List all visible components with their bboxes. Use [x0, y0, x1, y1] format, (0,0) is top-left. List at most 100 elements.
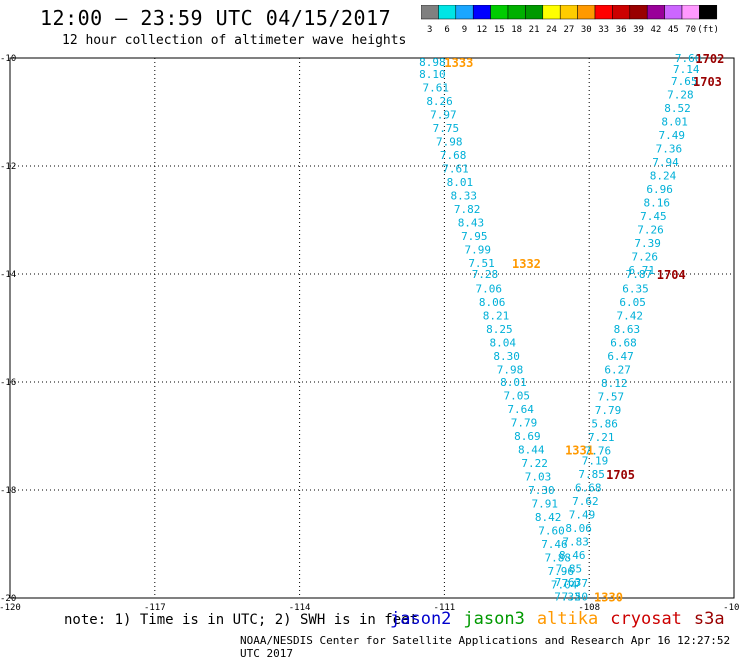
swh-value-label: 7.26 — [631, 251, 658, 264]
swh-value-label: 7.61 — [422, 82, 449, 95]
y-tick-label: -10 — [0, 54, 16, 64]
swh-value-label: 7.64 — [507, 403, 534, 416]
swh-value-label: 7.60 — [675, 52, 702, 65]
swh-value-label: 6.68 — [575, 481, 602, 494]
swh-value-label: 7.85 — [578, 468, 605, 481]
swh-value-label: 8.52 — [664, 102, 691, 115]
colorbar-label: 24 — [546, 25, 557, 35]
swh-value-label: 6.27 — [604, 364, 631, 377]
satellite-legend-jason3: jason3 — [463, 609, 525, 629]
credit-line: NOAA/NESDIS Center for Satellite Applica… — [240, 634, 731, 660]
swh-value-label: 7.30 — [528, 484, 555, 497]
swh-value-label: 7.39 — [634, 237, 661, 250]
swh-value-label: 7.97 — [430, 109, 457, 122]
swh-value-label: 8.21 — [483, 310, 510, 323]
swh-value-label: 7.21 — [588, 431, 615, 444]
swh-value-label: 7.14 — [673, 63, 700, 76]
satellite-legend-jason2: jason2 — [390, 609, 452, 629]
y-tick-label: -14 — [0, 270, 16, 280]
swh-value-label: 8.63 — [614, 323, 641, 336]
swh-value-label: 7.50 — [561, 590, 588, 603]
swh-value-label: 7.82 — [454, 203, 481, 216]
colorbar-label: 33 — [598, 25, 609, 35]
swh-value-label: 7.57 — [598, 391, 625, 404]
satellite-legend-cryosat: cryosat — [610, 609, 682, 629]
satellite-legend-s3a: s3a — [693, 609, 725, 629]
units-note: note: 1) Time is in UTC; 2) SWH is in fe… — [64, 612, 419, 628]
swh-value-label: 8.06 — [479, 296, 506, 309]
swh-value-label: 8.06 — [565, 522, 592, 535]
swh-value-label: 8.12 — [601, 377, 628, 390]
colorbar-label: 45 — [668, 25, 679, 35]
swh-value-label: 7.32 — [554, 590, 581, 603]
swh-value-label: 6.35 — [622, 283, 649, 296]
swh-value-label: 6.47 — [607, 350, 634, 363]
swh-value-label: 7.49 — [658, 129, 685, 142]
swh-value-label: 5.86 — [591, 418, 618, 431]
colorbar-label: (ft) — [697, 25, 719, 35]
y-tick-label: -20 — [0, 594, 16, 604]
swh-value-label: 7.28 — [667, 89, 694, 102]
colorbar-label: 70 — [685, 25, 696, 35]
swh-value-label: 8.46 — [559, 549, 586, 562]
swh-value-label: 7.94 — [652, 156, 679, 169]
x-tick-label: -111 — [434, 603, 456, 613]
time-label: 1330 — [594, 590, 623, 604]
colorbar-label: 18 — [511, 25, 522, 35]
x-tick-label: -108 — [578, 603, 600, 613]
colorbar-label: 12 — [476, 25, 487, 35]
swh-value-label: 8.01 — [447, 176, 474, 189]
color-scale-legend: 3 6 9 12 15 18 21 24 27 30 33 36 39 42 45 70 (ft) — [421, 5, 719, 35]
swh-value-label: 8.16 — [644, 197, 671, 210]
satellite-legend: jason2 jason3 altika cryosat s3a — [390, 609, 737, 629]
colorbar-label: 21 — [529, 25, 540, 35]
swh-value-label: 8.43 — [458, 217, 485, 230]
swh-value-label: 7.79 — [595, 404, 622, 417]
swh-value-label: 8.44 — [518, 444, 545, 457]
swh-value-label: 7.19 — [582, 454, 609, 467]
swh-value-label: 8.10 — [419, 68, 446, 81]
swh-value-label: 7.91 — [532, 498, 559, 511]
swh-value-label: 7.83 — [562, 535, 589, 548]
swh-value-label: 7.65 — [671, 75, 698, 88]
swh-value-label: 7.03 — [525, 471, 552, 484]
colorbar-swatch — [699, 5, 718, 20]
time-label: 1333 — [444, 56, 473, 70]
swh-value-label: 8.69 — [514, 430, 541, 443]
swh-value-label: 8.01 — [661, 116, 688, 129]
time-label: 1702 — [695, 52, 724, 66]
colorbar-label: 9 — [462, 25, 467, 35]
swh-value-label: 7.76 — [585, 445, 612, 458]
swh-value-label: 7.85 — [556, 562, 583, 575]
x-tick-label: -114 — [289, 603, 311, 613]
satellite-legend-altika: altika — [536, 609, 599, 629]
swh-value-label: 6.05 — [619, 296, 646, 309]
swh-value-label: 7.95 — [461, 230, 488, 243]
swh-value-label: 7.98 — [497, 364, 524, 377]
swh-value-label: 8.24 — [650, 170, 677, 183]
swh-value-label: 7.75 — [433, 122, 460, 135]
swh-value-label: 7.05 — [504, 390, 531, 403]
x-tick-label: -117 — [144, 603, 166, 613]
swh-value-label: 7.79 — [511, 417, 538, 430]
time-label: 1703 — [693, 75, 722, 89]
x-tick-label: -120 — [0, 603, 21, 613]
colorbar-label: 3 — [427, 25, 432, 35]
swh-value-label: 8.30 — [493, 350, 520, 363]
colorbar-label: 39 — [633, 25, 644, 35]
swh-value-label: 8.01 — [500, 376, 527, 389]
swh-value-label: 7.22 — [521, 457, 548, 470]
swh-value-label: 7.99 — [464, 244, 491, 257]
time-label: 1704 — [657, 268, 686, 282]
swh-value-label: 7.42 — [616, 310, 643, 323]
time-label: 1331 — [565, 444, 594, 458]
y-tick-label: -16 — [0, 378, 16, 388]
swh-value-label: 7.04 — [551, 579, 578, 592]
y-tick-label: -18 — [0, 486, 16, 496]
swh-value-label: 7.96 — [547, 565, 574, 578]
time-label: 1332 — [512, 257, 541, 271]
swh-value-label: 7.62 — [572, 495, 599, 508]
swh-value-label: 8.98 — [419, 56, 446, 69]
swh-value-label: 7.77 — [561, 577, 588, 590]
